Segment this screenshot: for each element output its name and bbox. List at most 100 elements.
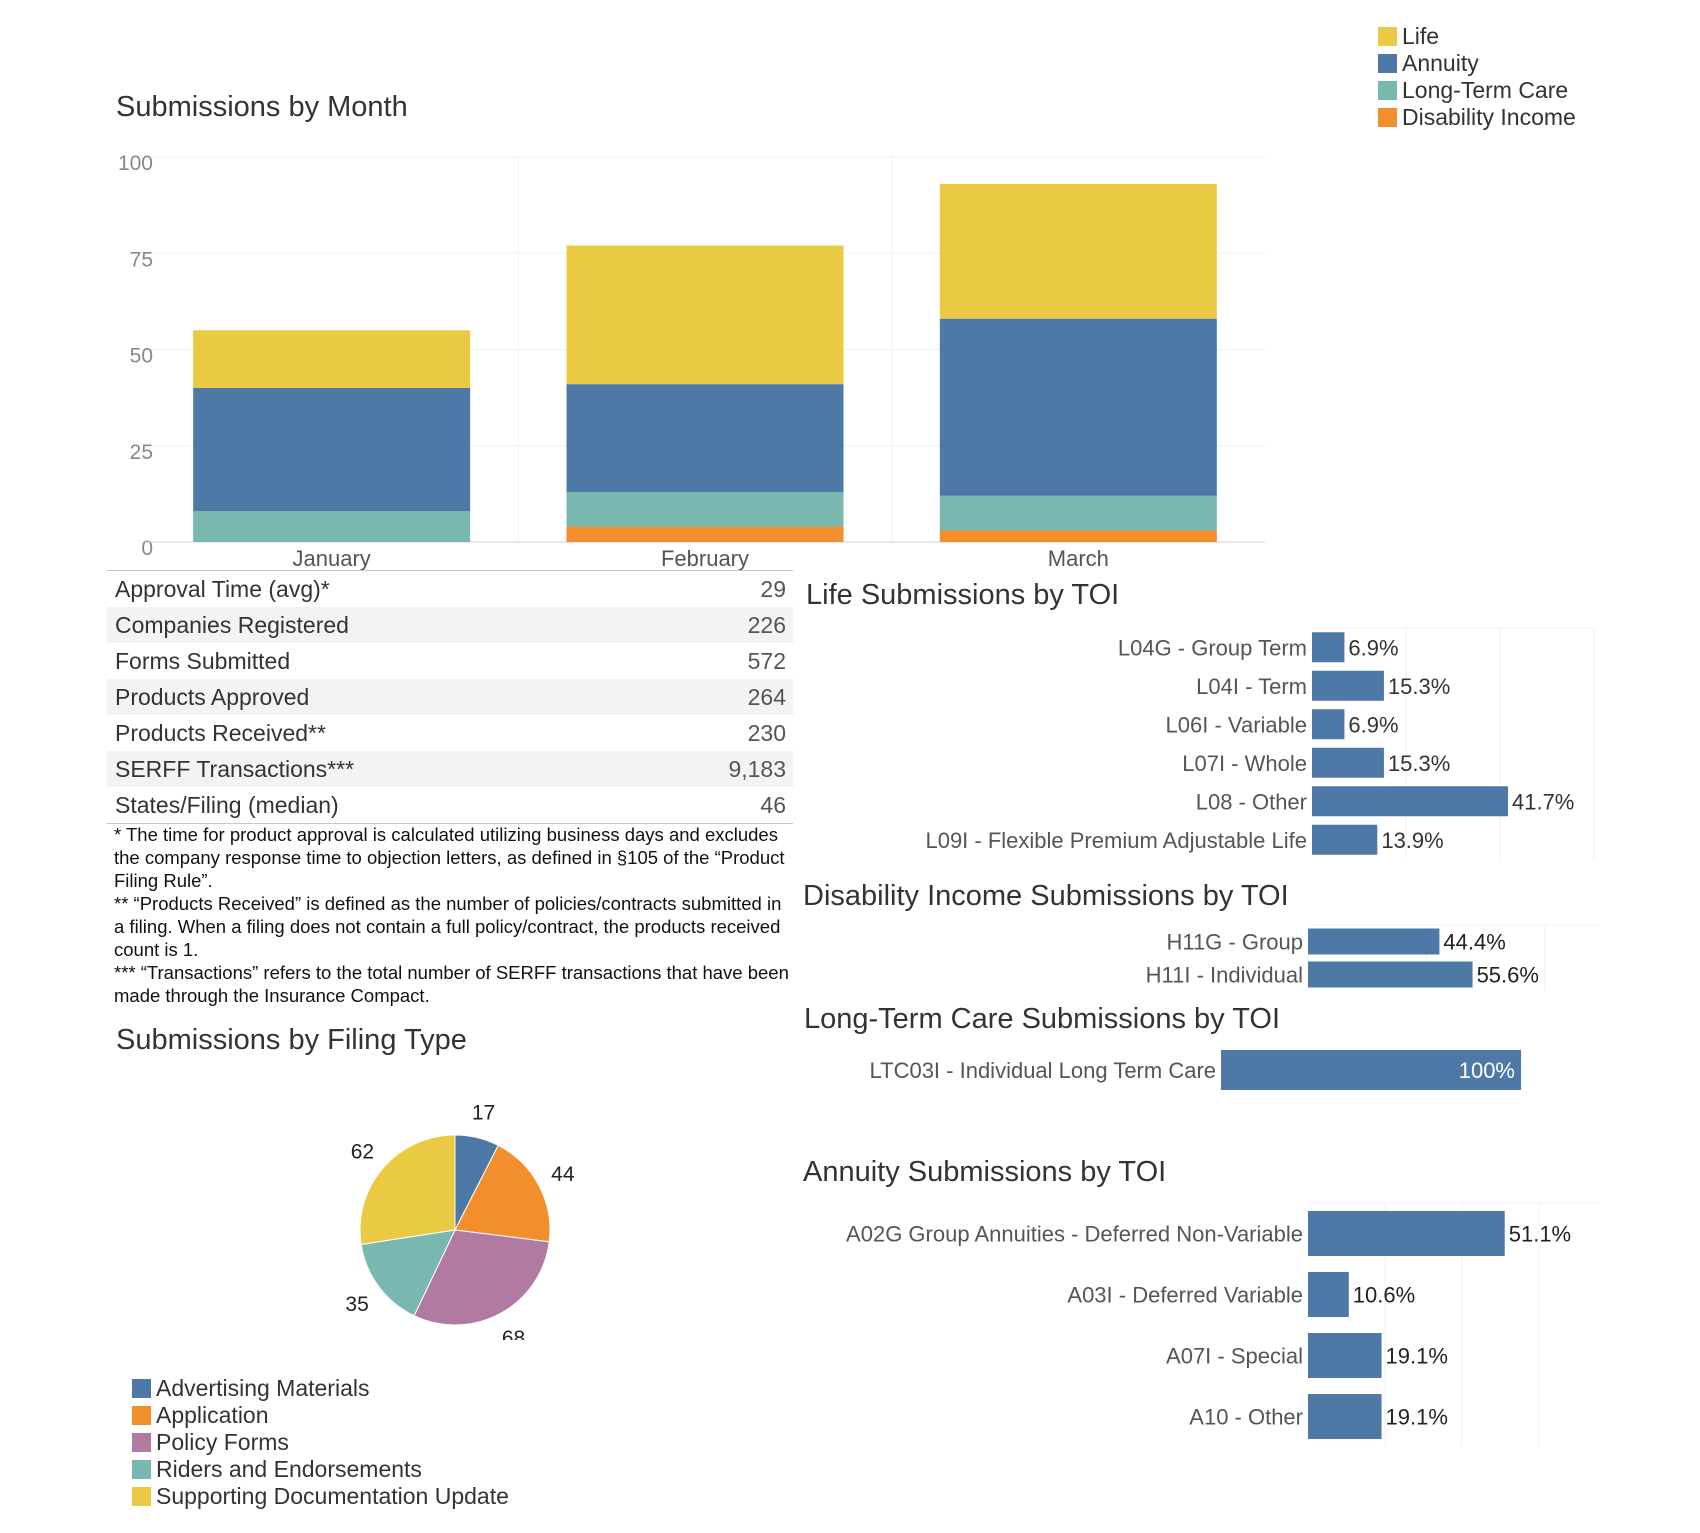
- filing-legend-item-advertising-materials[interactable]: Advertising Materials: [132, 1375, 509, 1402]
- month-legend-item-life[interactable]: Life: [1378, 23, 1576, 50]
- bar-february-disability-income[interactable]: [566, 526, 844, 542]
- pie-label: 17: [472, 1101, 495, 1124]
- data-label: 13.9%: [1381, 828, 1443, 853]
- legend-swatch: [132, 1379, 151, 1398]
- life-chart-title: Life Submissions by TOI: [806, 579, 1120, 611]
- pie-label: 35: [345, 1293, 368, 1316]
- bar-february-long-term-care[interactable]: [566, 491, 844, 527]
- pie-slice-supporting-documentation-update[interactable]: [359, 1134, 456, 1246]
- annuity-toi-chart: A02G Group Annuities - Deferred Non-Vari…: [846, 1202, 1600, 1447]
- month-legend-item-annuity[interactable]: Annuity: [1378, 50, 1576, 77]
- pie-slice-policy-forms[interactable]: [413, 1229, 550, 1326]
- footnote-approval: * The time for product approval is calcu…: [114, 824, 790, 891]
- category-label: H11I - Individual: [1146, 963, 1303, 988]
- stats-row: SERFF Transactions*** 9,183: [107, 751, 793, 787]
- legend-label: Advertising Materials: [156, 1375, 370, 1401]
- bar-a07i-special[interactable]: [1308, 1333, 1382, 1378]
- category-label: A03I - Deferred Variable: [1067, 1283, 1303, 1308]
- y-tick-label: 25: [130, 441, 153, 464]
- bar-january-annuity[interactable]: [193, 388, 471, 512]
- bar-march-life[interactable]: [939, 183, 1217, 319]
- legend-swatch: [1378, 108, 1397, 127]
- legend-swatch: [132, 1487, 151, 1506]
- category-label: LTC03I - Individual Long Term Care: [870, 1058, 1216, 1083]
- category-label: L04I - Term: [1196, 674, 1307, 699]
- footnote-transactions: *** “Transactions” refers to the total n…: [114, 962, 795, 1006]
- stats-row: Products Received** 230: [107, 715, 793, 751]
- bar-january-life[interactable]: [193, 330, 471, 388]
- legend-swatch: [1378, 81, 1397, 100]
- bar-l06i-variable[interactable]: [1312, 709, 1345, 740]
- bar-a03i-deferred-variable[interactable]: [1308, 1272, 1349, 1317]
- filing-legend-item-supporting-documentation-update[interactable]: Supporting Documentation Update: [132, 1483, 509, 1510]
- category-label: L07I - Whole: [1182, 751, 1307, 776]
- stats-row: Companies Registered 226: [107, 607, 793, 643]
- data-label: 51.1%: [1509, 1222, 1571, 1247]
- data-label: 6.9%: [1348, 635, 1398, 660]
- data-label: 44.4%: [1443, 930, 1505, 955]
- stat-value: 226: [747, 611, 786, 638]
- pie-slice-application[interactable]: [454, 1144, 551, 1243]
- bar-march-annuity[interactable]: [939, 318, 1217, 496]
- legend-label: Disability Income: [1402, 104, 1576, 130]
- month-chart-title: Submissions by Month: [116, 91, 408, 123]
- ltc-toi-chart: LTC03I - Individual Long Term Care 100%: [870, 1049, 1522, 1090]
- legend-swatch: [132, 1433, 151, 1452]
- pie-label: 44: [551, 1163, 575, 1186]
- y-tick-label: 100: [118, 152, 153, 175]
- legend-swatch: [1378, 27, 1397, 46]
- bar-l04g-group-term[interactable]: [1312, 632, 1345, 663]
- stat-value: 29: [760, 575, 786, 602]
- legend-swatch: [1378, 54, 1397, 73]
- x-tick-label: March: [1048, 546, 1109, 571]
- legend-label: Riders and Endorsements: [156, 1456, 422, 1482]
- stat-value: 230: [747, 719, 786, 746]
- filing-pie-chart: 17 44 68 35 62: [345, 1101, 575, 1340]
- bar-february-life[interactable]: [566, 245, 844, 385]
- stat-label: Approval Time (avg)*: [115, 575, 330, 602]
- pie-slice-riders-and-endorsements[interactable]: [360, 1229, 456, 1317]
- stats-table: Approval Time (avg)* 29 Companies Register…: [107, 570, 793, 824]
- data-label: 10.6%: [1353, 1283, 1415, 1308]
- ltc-chart-title: Long-Term Care Submissions by TOI: [804, 1003, 1281, 1035]
- stat-label: Products Approved: [115, 683, 310, 710]
- filing-legend-item-application[interactable]: Application: [132, 1402, 509, 1429]
- category-label: A10 - Other: [1189, 1405, 1303, 1430]
- pie-label: 62: [351, 1141, 374, 1164]
- category-label: L09I - Flexible Premium Adjustable Life: [925, 828, 1307, 853]
- legend-swatch: [132, 1406, 151, 1425]
- data-label: 41.7%: [1512, 789, 1574, 814]
- stat-label: Forms Submitted: [115, 647, 291, 674]
- bar-a02g-group-annuities-deferred-non-variable[interactable]: [1308, 1211, 1505, 1256]
- data-label: 15.3%: [1388, 674, 1450, 699]
- bar-l07i-whole[interactable]: [1312, 747, 1384, 778]
- bar-january-long-term-care[interactable]: [193, 511, 471, 542]
- stat-value: 9,183: [728, 755, 786, 782]
- y-tick-label: 0: [141, 537, 153, 560]
- stats-row: Forms Submitted 572: [107, 643, 793, 679]
- bar-march-long-term-care[interactable]: [939, 495, 1217, 531]
- bar-march-disability-income[interactable]: [939, 530, 1217, 542]
- stat-value: 572: [747, 647, 786, 674]
- bar-h11g-group[interactable]: [1308, 928, 1440, 955]
- bar-ltc03i-individual-long-term-care[interactable]: [1221, 1050, 1521, 1090]
- stat-value: 46: [760, 791, 786, 818]
- bar-l04i-term[interactable]: [1312, 670, 1384, 701]
- filing-legend-item-riders-and-endorsements[interactable]: Riders and Endorsements: [132, 1456, 509, 1483]
- bar-l08-other[interactable]: [1312, 786, 1508, 817]
- bar-february-annuity[interactable]: [566, 384, 844, 492]
- bar-a10-other[interactable]: [1308, 1394, 1382, 1439]
- data-label: 15.3%: [1388, 751, 1450, 776]
- annuity-chart-title: Annuity Submissions by TOI: [803, 1156, 1167, 1188]
- disability-chart-title: Disability Income Submissions by TOI: [803, 880, 1289, 912]
- category-label: L08 - Other: [1196, 789, 1307, 814]
- bar-h11i-individual[interactable]: [1308, 961, 1473, 988]
- bar-l09i-flexible-premium-adjustable-life[interactable]: [1312, 824, 1378, 855]
- month-legend-item-long-term-care[interactable]: Long-Term Care: [1378, 77, 1576, 104]
- legend-swatch: [132, 1460, 151, 1479]
- stats-row: States/Filing (median) 46: [107, 787, 793, 823]
- filing-legend-item-policy-forms[interactable]: Policy Forms: [132, 1429, 509, 1456]
- month-legend-item-disability-income[interactable]: Disability Income: [1378, 104, 1576, 131]
- category-label: L06I - Variable: [1166, 712, 1307, 737]
- life-toi-chart: L04G - Group Term 6.9% L04I - Term 15.3% L06…: [925, 627, 1595, 859]
